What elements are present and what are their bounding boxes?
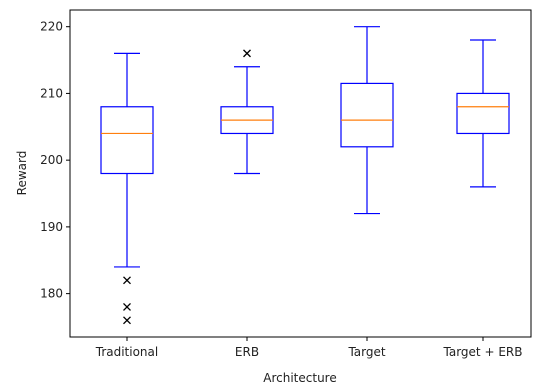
y-tick-label: 220 <box>40 20 63 34</box>
box-iqr <box>340 82 394 148</box>
box-group <box>456 39 510 188</box>
x-axis-label: Architecture <box>263 371 336 385</box>
y-tick-label: 190 <box>40 220 63 234</box>
x-tick-label: Traditional <box>95 345 158 359</box>
y-tick-label: 200 <box>40 153 63 167</box>
x-tick-label: Target <box>347 345 385 359</box>
outlier-marker <box>123 303 131 311</box>
y-tick-label: 180 <box>40 287 63 301</box>
ticks-layer: Traditional ERB Target Target + ERB 180 190 20… <box>40 20 522 359</box>
boxes-layer <box>100 26 510 325</box>
box-group <box>220 49 274 175</box>
box-group <box>100 52 154 325</box>
outlier-marker <box>243 49 251 58</box>
box-iqr <box>100 106 154 175</box>
y-axis-label: Reward <box>15 151 29 196</box>
outlier-marker <box>123 316 131 325</box>
y-tick-label: 210 <box>40 86 63 100</box>
box-group <box>340 26 394 215</box>
axes-layer <box>69 9 532 338</box>
outlier-marker <box>123 276 131 285</box>
x-tick-label: Target + ERB <box>443 345 523 359</box>
plot-area-frame <box>69 9 532 338</box>
box-iqr <box>456 92 510 135</box>
x-tick-label: ERB <box>235 345 259 359</box>
